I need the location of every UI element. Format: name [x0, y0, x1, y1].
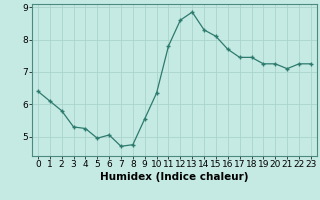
X-axis label: Humidex (Indice chaleur): Humidex (Indice chaleur) [100, 172, 249, 182]
